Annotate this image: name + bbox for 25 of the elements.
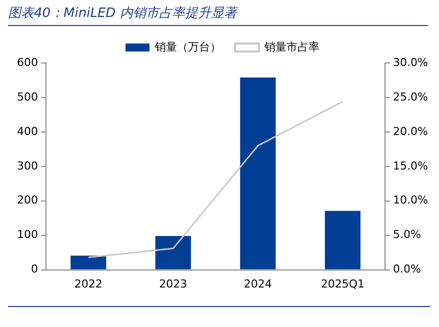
bar xyxy=(70,256,106,270)
legend-label: 销量市占率 xyxy=(264,40,320,54)
y-tick-label: 300 xyxy=(16,159,38,172)
y-tick-label: 500 xyxy=(16,90,38,104)
y2-tick-label: 10.0% xyxy=(393,194,428,207)
y-tick-label: 200 xyxy=(16,194,38,207)
y2-tick-label: 15.0% xyxy=(393,159,428,172)
x-tick-label: 2025Q1 xyxy=(320,277,364,290)
bar xyxy=(324,210,360,270)
bar xyxy=(155,236,191,270)
bar xyxy=(240,77,276,270)
y-tick-label: 600 xyxy=(16,56,38,69)
y2-tick-label: 0.0% xyxy=(393,262,422,276)
y-tick-label: 400 xyxy=(16,124,38,138)
y-tick-label: 100 xyxy=(16,228,38,242)
x-tick-label: 2024 xyxy=(244,277,272,290)
y-tick-label: 0 xyxy=(30,262,38,276)
y2-tick-label: 20.0% xyxy=(393,124,428,138)
y2-tick-label: 30.0% xyxy=(393,56,428,69)
x-tick-label: 2023 xyxy=(159,277,188,290)
x-tick-label: 2022 xyxy=(74,277,102,290)
y2-tick-label: 5.0% xyxy=(393,228,422,242)
legend-label: 销量（万台） xyxy=(154,40,221,54)
y2-tick-label: 25.0% xyxy=(393,90,428,104)
chart-title: 图表40：MiniLED 内销市占率提升显著 xyxy=(8,4,428,26)
